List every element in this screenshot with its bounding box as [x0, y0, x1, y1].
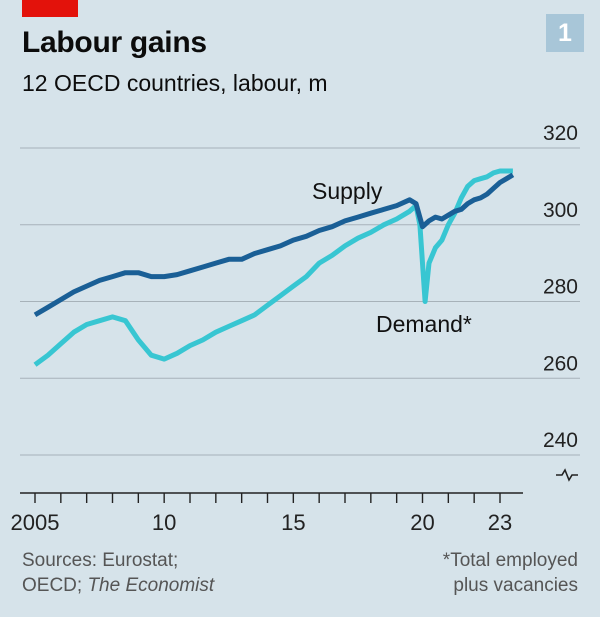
series-label-demand: Demand*: [376, 311, 472, 337]
footnote: *Total employed plus vacancies: [443, 548, 578, 598]
y-tick-label-300: 300: [543, 199, 578, 222]
grid-layer: 240 260 280 300 320: [20, 122, 580, 456]
x-tick-label-2023: 23: [488, 510, 512, 535]
x-tick-label-2005: 2005: [11, 510, 60, 535]
y-tick-label-280: 280: [543, 276, 578, 299]
footnote-line-2: plus vacancies: [453, 575, 578, 596]
series-line-supply: [33, 172, 515, 318]
x-tick-label-2015: 15: [281, 510, 305, 535]
source-line-2: OECD; The Economist: [22, 573, 214, 598]
x-tick-label-2010: 10: [152, 510, 176, 535]
source-publication: The Economist: [87, 575, 215, 596]
footnote-line-1: *Total employed: [442, 550, 578, 571]
chart-number-badge: 1: [546, 14, 584, 52]
axis-break-icon: [556, 468, 578, 482]
axis-layer: 2005 10 15 20 23: [11, 468, 578, 535]
source-line-2-prefix: OECD;: [22, 575, 88, 596]
y-tick-label-260: 260: [543, 352, 578, 375]
y-tick-label-320: 320: [543, 122, 578, 145]
x-tick-label-2020: 20: [410, 510, 434, 535]
economist-red-tag: [22, 0, 78, 17]
y-tick-label-240: 240: [543, 429, 578, 452]
series-layer: Supply Demand*: [33, 168, 515, 367]
chart-subtitle: 12 OECD countries, labour, m: [22, 70, 328, 96]
series-label-supply: Supply: [312, 178, 383, 204]
source-note: Sources: Eurostat; OECD; The Economist: [22, 548, 214, 598]
source-line-1: Sources: Eurostat;: [22, 550, 179, 571]
series-line-demand: [33, 168, 513, 367]
chart-title: Labour gains: [22, 26, 207, 59]
